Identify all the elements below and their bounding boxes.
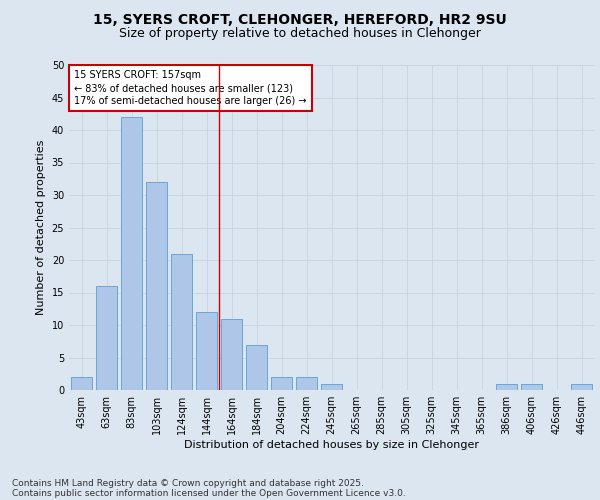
Text: Contains HM Land Registry data © Crown copyright and database right 2025.: Contains HM Land Registry data © Crown c… [12, 478, 364, 488]
Text: Contains public sector information licensed under the Open Government Licence v3: Contains public sector information licen… [12, 488, 406, 498]
Bar [146, 182, 167, 390]
Bar [196, 312, 217, 390]
Text: 15, SYERS CROFT, CLEHONGER, HEREFORD, HR2 9SU: 15, SYERS CROFT, CLEHONGER, HEREFORD, HR… [93, 12, 507, 26]
X-axis label: Distribution of detached houses by size in Clehonger: Distribution of detached houses by size … [184, 440, 479, 450]
Bar [221, 318, 242, 390]
Bar [296, 377, 317, 390]
Bar [121, 117, 142, 390]
Bar [171, 254, 192, 390]
Bar [246, 344, 267, 390]
Text: Size of property relative to detached houses in Clehonger: Size of property relative to detached ho… [119, 28, 481, 40]
Bar [496, 384, 517, 390]
Y-axis label: Number of detached properties: Number of detached properties [36, 140, 46, 315]
Bar [571, 384, 592, 390]
Text: 15 SYERS CROFT: 157sqm
← 83% of detached houses are smaller (123)
17% of semi-de: 15 SYERS CROFT: 157sqm ← 83% of detached… [74, 70, 307, 106]
Bar [71, 377, 92, 390]
Bar [271, 377, 292, 390]
Bar [521, 384, 542, 390]
Bar [321, 384, 342, 390]
Bar [96, 286, 117, 390]
